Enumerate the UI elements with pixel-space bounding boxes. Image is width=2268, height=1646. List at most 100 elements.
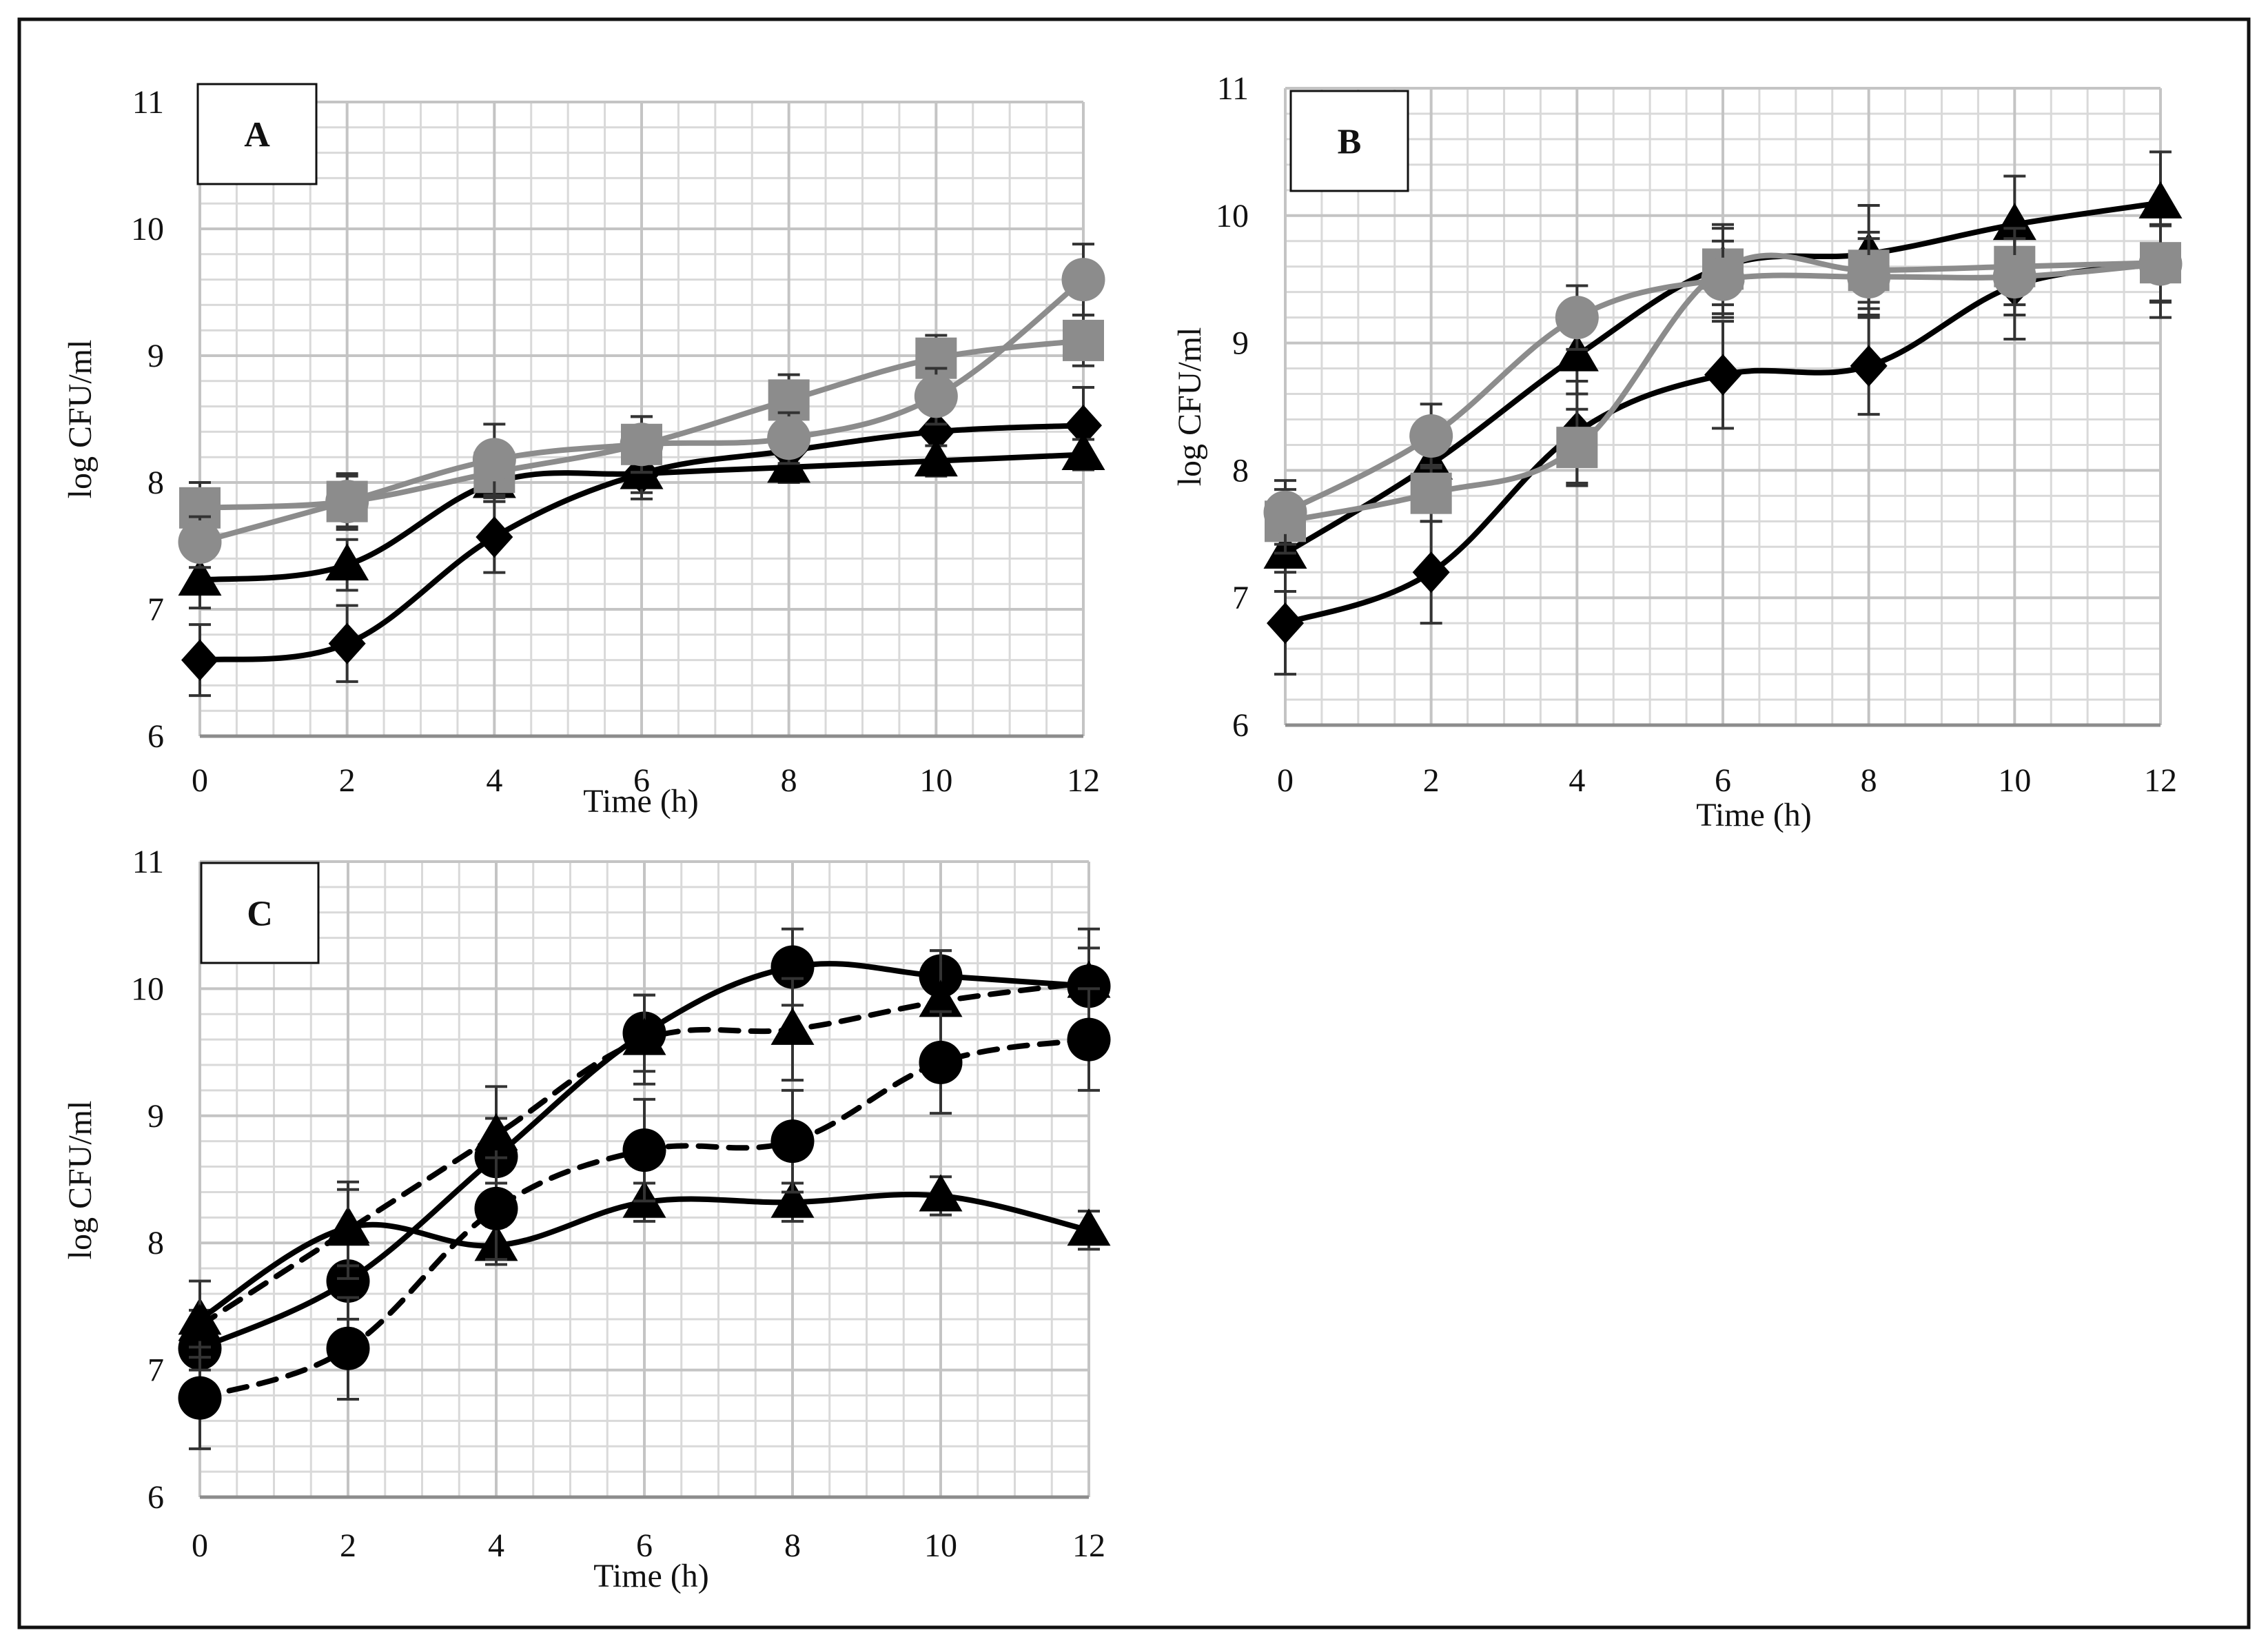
data-point-circle xyxy=(1701,257,1745,301)
panel-letter: B xyxy=(1338,123,1362,162)
x-axis-title: Time (h) xyxy=(1696,797,1812,833)
data-point-diamond xyxy=(328,622,366,664)
data-point-circle xyxy=(767,416,811,460)
x-tick-label: 8 xyxy=(784,1527,801,1564)
data-point-circle xyxy=(1409,414,1453,458)
data-point-circle xyxy=(326,1326,370,1370)
data-point-circle xyxy=(1847,255,1891,299)
y-tick-label: 11 xyxy=(132,844,164,880)
x-tick-label: 10 xyxy=(1998,762,2031,799)
data-point-triangle xyxy=(474,1112,518,1150)
data-point-triangle xyxy=(1067,1208,1111,1246)
data-point-circle xyxy=(1067,1017,1111,1061)
x-tick-label: 0 xyxy=(192,1527,208,1564)
data-point-circle xyxy=(919,1040,963,1084)
data-point-circle xyxy=(178,1376,222,1420)
data-point-circle xyxy=(622,1128,666,1172)
x-tick-label: 0 xyxy=(192,762,208,799)
data-point-triangle xyxy=(1992,203,2036,241)
x-tick-label: 0 xyxy=(1277,762,1294,799)
data-point-diamond xyxy=(1850,345,1888,387)
series-circle xyxy=(1263,224,2183,546)
data-point-circle xyxy=(474,1186,518,1230)
y-tick-label: 10 xyxy=(131,971,164,1007)
figure-frame xyxy=(17,17,2251,1629)
y-tick-label: 7 xyxy=(1232,580,1249,616)
data-point-circle xyxy=(914,374,958,418)
data-point-triangle xyxy=(622,1017,666,1055)
chart-panel-a: 0 2 4 6 8 10 12 6 7 8 9 10 11 Time (h) log CFU/ml A xyxy=(62,83,1105,820)
data-point-diamond xyxy=(1412,551,1450,593)
data-point-square xyxy=(1556,427,1598,469)
series-circle-dashed xyxy=(178,987,1111,1450)
data-point-triangle xyxy=(919,1174,963,1212)
x-tick-label: 2 xyxy=(1423,762,1440,799)
x-tick-label: 8 xyxy=(1861,762,1877,799)
panel-letter-box xyxy=(200,862,320,964)
data-point-circle xyxy=(325,480,369,524)
x-tick-label: 2 xyxy=(339,762,356,799)
data-point-triangle xyxy=(178,558,222,596)
x-tick-label: 10 xyxy=(919,762,952,799)
panels: 0 2 4 6 8 10 12 6 7 8 9 10 11 Time (h) log CFU/ml A 0 2 4 6… xyxy=(62,70,2183,1594)
data-point-triangle xyxy=(325,543,369,581)
series-circle xyxy=(178,243,1105,569)
panel-letter-box xyxy=(196,83,318,185)
data-point-diamond xyxy=(1065,405,1102,447)
x-tick-label: 12 xyxy=(1067,762,1100,799)
y-axis-title: log CFU/ml xyxy=(62,340,99,499)
y-tick-label: 8 xyxy=(147,465,164,501)
x-tick-label: 6 xyxy=(636,1527,653,1564)
panel-letter: C xyxy=(247,895,273,934)
y-tick-label: 6 xyxy=(147,718,164,755)
y-tick-label: 8 xyxy=(147,1225,164,1261)
series-diamond xyxy=(1267,209,2179,676)
data-point-diamond xyxy=(1267,602,1304,644)
data-point-triangle xyxy=(1061,433,1105,471)
y-axis-title: log CFU/ml xyxy=(1172,327,1208,487)
series-triangle-dashed xyxy=(178,927,1111,1372)
data-point-circle xyxy=(1061,258,1105,302)
y-tick-label: 9 xyxy=(147,338,164,374)
y-tick-label: 10 xyxy=(131,211,164,247)
y-tick-label: 6 xyxy=(1232,707,1249,744)
panel-letter-box xyxy=(1289,90,1409,192)
x-tick-label: 8 xyxy=(781,762,797,799)
y-tick-label: 9 xyxy=(1232,325,1249,362)
x-axis-title: Time (h) xyxy=(593,1558,709,1594)
data-point-circle xyxy=(770,1119,815,1164)
y-tick-label: 10 xyxy=(1216,198,1249,234)
y-tick-label: 11 xyxy=(132,84,164,121)
panel-letter: A xyxy=(244,116,270,155)
x-tick-label: 2 xyxy=(340,1527,356,1564)
data-point-triangle xyxy=(1555,334,1599,372)
data-point-diamond xyxy=(1704,354,1741,396)
data-point-triangle xyxy=(2138,181,2183,219)
data-point-diamond xyxy=(476,516,513,558)
chart-panel-b: 0 2 4 6 8 10 12 6 7 8 9 10 11 Time (h) log CFU/ml B xyxy=(1172,70,2183,833)
x-tick-label: 12 xyxy=(2144,762,2177,799)
data-point-diamond xyxy=(917,411,955,453)
y-tick-label: 6 xyxy=(147,1479,164,1516)
y-tick-label: 7 xyxy=(147,1352,164,1389)
data-point-triangle xyxy=(326,1208,370,1246)
x-tick-label: 6 xyxy=(633,762,650,799)
x-tick-label: 4 xyxy=(1569,762,1585,799)
y-tick-label: 11 xyxy=(1217,70,1249,107)
y-tick-label: 7 xyxy=(147,591,164,628)
data-point-triangle xyxy=(770,1180,815,1218)
x-tick-label: 4 xyxy=(488,1527,504,1564)
y-tick-label: 8 xyxy=(1232,452,1249,489)
data-point-square xyxy=(1063,319,1104,361)
data-point-circle xyxy=(178,520,222,564)
x-axis-title: Time (h) xyxy=(583,783,699,820)
data-point-square xyxy=(1410,472,1452,514)
data-point-triangle xyxy=(178,1303,222,1341)
data-point-circle xyxy=(472,438,516,482)
x-tick-label: 4 xyxy=(486,762,502,799)
x-tick-label: 6 xyxy=(1715,762,1731,799)
y-tick-label: 9 xyxy=(147,1098,164,1135)
data-point-circle xyxy=(1263,490,1307,534)
data-point-circle xyxy=(2138,242,2183,286)
